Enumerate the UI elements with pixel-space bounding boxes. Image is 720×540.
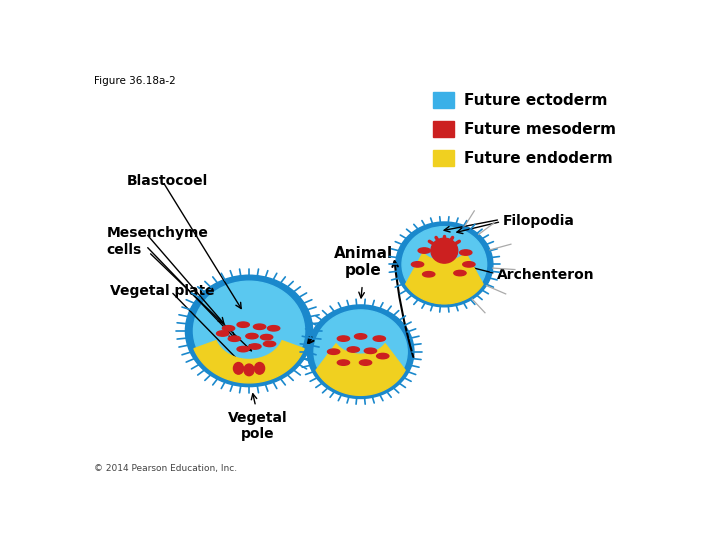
Ellipse shape <box>264 341 276 347</box>
Polygon shape <box>436 241 454 273</box>
Ellipse shape <box>314 310 408 394</box>
Text: Vegetal
pole: Vegetal pole <box>228 411 287 441</box>
Ellipse shape <box>463 262 475 267</box>
Text: Filopodia: Filopodia <box>503 214 575 228</box>
Ellipse shape <box>347 347 359 352</box>
Bar <box>433 151 454 166</box>
Bar <box>433 122 454 137</box>
Text: Future mesoderm: Future mesoderm <box>464 122 616 137</box>
Ellipse shape <box>364 348 377 354</box>
Ellipse shape <box>354 334 366 339</box>
Ellipse shape <box>248 344 261 349</box>
Ellipse shape <box>268 326 280 331</box>
Ellipse shape <box>244 364 254 376</box>
Ellipse shape <box>396 222 493 307</box>
Ellipse shape <box>337 336 350 341</box>
Text: Blastocoel: Blastocoel <box>126 174 207 188</box>
Ellipse shape <box>373 336 385 341</box>
Bar <box>433 92 454 108</box>
Ellipse shape <box>222 326 235 331</box>
Ellipse shape <box>246 333 258 339</box>
Text: Mesenchyme
cells: Mesenchyme cells <box>107 226 209 256</box>
Ellipse shape <box>411 262 423 267</box>
Ellipse shape <box>261 334 273 340</box>
Ellipse shape <box>359 360 372 366</box>
Text: Future ectoderm: Future ectoderm <box>464 93 608 107</box>
Ellipse shape <box>402 227 487 302</box>
Ellipse shape <box>337 360 350 366</box>
Ellipse shape <box>377 353 389 359</box>
Polygon shape <box>316 343 405 395</box>
Ellipse shape <box>253 324 266 329</box>
Polygon shape <box>405 253 483 304</box>
Ellipse shape <box>423 272 435 277</box>
Ellipse shape <box>255 362 264 374</box>
Ellipse shape <box>233 362 243 374</box>
Ellipse shape <box>194 281 305 381</box>
Text: Future endoderm: Future endoderm <box>464 151 613 166</box>
Ellipse shape <box>237 346 249 352</box>
Ellipse shape <box>186 275 312 387</box>
Text: Archenteron: Archenteron <box>498 268 595 282</box>
Ellipse shape <box>431 238 458 263</box>
Ellipse shape <box>237 322 249 327</box>
Polygon shape <box>194 341 304 383</box>
Text: Vegetal plate: Vegetal plate <box>109 285 214 299</box>
Ellipse shape <box>454 271 466 276</box>
Ellipse shape <box>217 331 229 336</box>
Ellipse shape <box>443 245 455 251</box>
Text: Animal
pole: Animal pole <box>334 246 393 278</box>
Ellipse shape <box>228 336 240 341</box>
Text: Figure 36.18a-2: Figure 36.18a-2 <box>94 77 176 86</box>
Ellipse shape <box>307 305 414 399</box>
Ellipse shape <box>328 349 340 354</box>
Text: © 2014 Pearson Education, Inc.: © 2014 Pearson Education, Inc. <box>94 464 238 473</box>
Ellipse shape <box>459 250 472 255</box>
Ellipse shape <box>418 248 431 253</box>
